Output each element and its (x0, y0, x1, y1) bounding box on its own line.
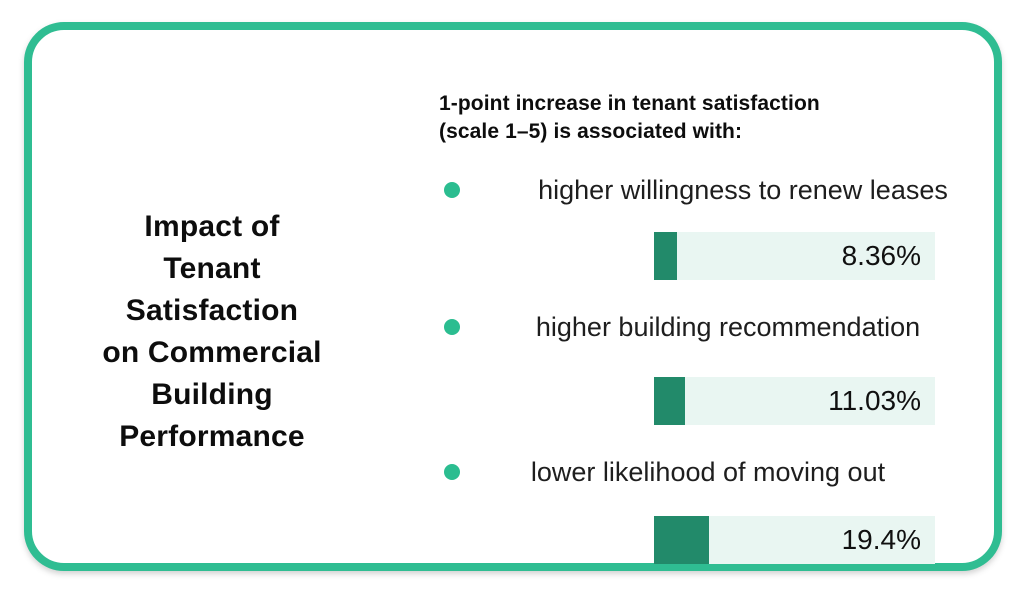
title-line: Tenant (163, 252, 261, 285)
bullet-icon (444, 182, 460, 198)
bar-track: 11.03% (654, 377, 935, 425)
bar-track: 19.4% (654, 516, 935, 564)
title-line: Impact of (144, 210, 280, 243)
page-title: Impact of Tenant Satisfaction on Commerc… (72, 206, 352, 458)
bar-value: 19.4% (841, 524, 921, 555)
title-line: on Commercial (102, 336, 322, 369)
title-line: Performance (119, 420, 305, 453)
chart-heading-line-2: (scale 1–5) is associated with: (439, 120, 743, 143)
item-label: lower likelihood of moving out (530, 457, 886, 487)
title-line: Building (151, 378, 273, 411)
bar-track: 8.36% (654, 232, 935, 280)
bar-fill (654, 232, 678, 280)
bar-value: 11.03% (828, 385, 921, 416)
bar-fill (654, 377, 685, 425)
item-label: higher building recommendation (535, 312, 921, 342)
infographic-card: Impact of Tenant Satisfaction on Commerc… (24, 22, 1002, 571)
chart-heading: 1-point increase in tenant satisfaction … (439, 90, 820, 146)
bullet-icon (444, 319, 460, 335)
bar-value: 8.36% (841, 240, 921, 271)
chart-heading-line-1: 1-point increase in tenant satisfaction (439, 92, 820, 115)
title-line: Satisfaction (125, 294, 299, 327)
bullet-icon (444, 464, 460, 480)
bar-fill (654, 516, 709, 564)
item-label: higher willingness to renew leases (538, 175, 948, 205)
